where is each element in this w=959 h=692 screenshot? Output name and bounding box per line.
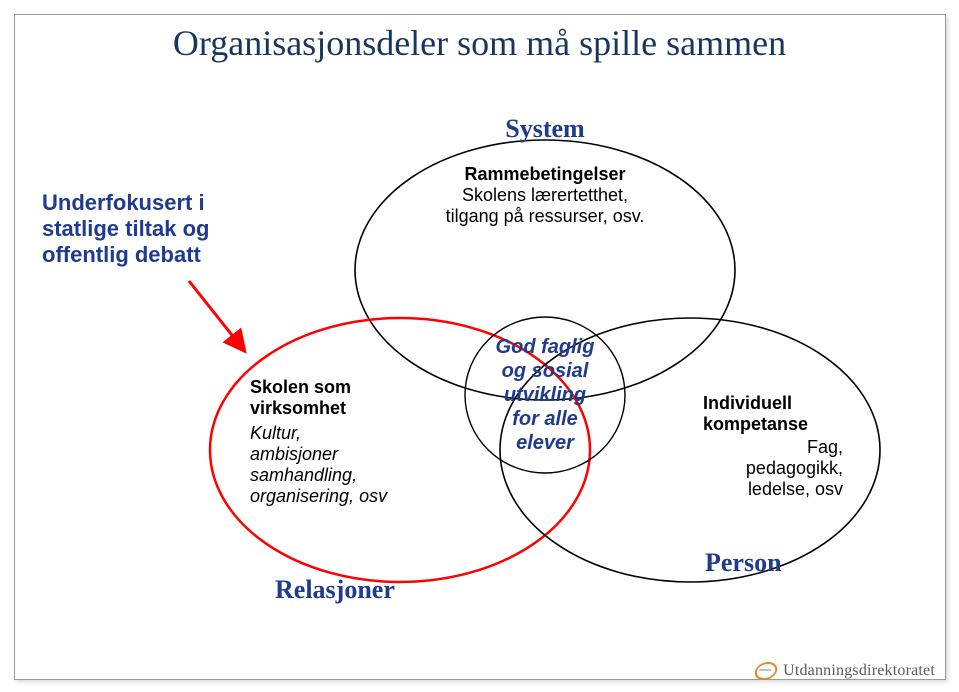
system-sub1: Skolens lærertetthet, [400, 185, 690, 206]
center-l3: utvikling [475, 383, 615, 407]
person-text: Individuell kompetanse Fag, pedagogikk, … [703, 393, 883, 500]
person-sub3: ledelse, osv [703, 479, 883, 500]
person-title2: kompetanse [703, 414, 883, 435]
footer-text: Utdanningsdirektoratet [783, 662, 935, 680]
center-l4: for alle [475, 407, 615, 431]
logo-icon [753, 662, 780, 680]
relasjoner-sub4: organisering, osv [250, 486, 450, 507]
center-text: God faglig og sosial utvikling for alle … [475, 335, 615, 455]
relasjoner-title2: virksomhet [250, 398, 450, 419]
side-note-line2: statlige tiltak og [42, 216, 209, 242]
side-note-line3: offentlig debatt [42, 242, 209, 268]
center-l5: elever [475, 431, 615, 455]
relasjoner-text: Skolen som virksomhet Kultur, ambisjoner… [250, 377, 450, 507]
person-sub1: Fag, [703, 437, 883, 458]
person-sub2: pedagogikk, [703, 458, 883, 479]
relasjoner-sub3: samhandling, [250, 465, 450, 486]
label-person: Person [705, 548, 782, 578]
center-l1: God faglig [475, 335, 615, 359]
label-system: System [490, 114, 600, 144]
person-title1: Individuell [703, 393, 883, 414]
footer-logo: Utdanningsdirektoratet [755, 662, 935, 680]
system-title: Rammebetingelser [400, 164, 690, 185]
system-sub2: tilgang på ressurser, osv. [400, 206, 690, 227]
relasjoner-sub2: ambisjoner [250, 444, 450, 465]
relasjoner-title1: Skolen som [250, 377, 450, 398]
relasjoner-sub1: Kultur, [250, 423, 450, 444]
side-note-line1: Underfokusert i [42, 190, 209, 216]
side-note: Underfokusert i statlige tiltak og offen… [42, 190, 209, 268]
label-relasjoner: Relasjoner [275, 575, 395, 605]
red-arrow [189, 281, 243, 349]
system-text: Rammebetingelser Skolens lærertetthet, t… [400, 164, 690, 227]
center-l2: og sosial [475, 359, 615, 383]
